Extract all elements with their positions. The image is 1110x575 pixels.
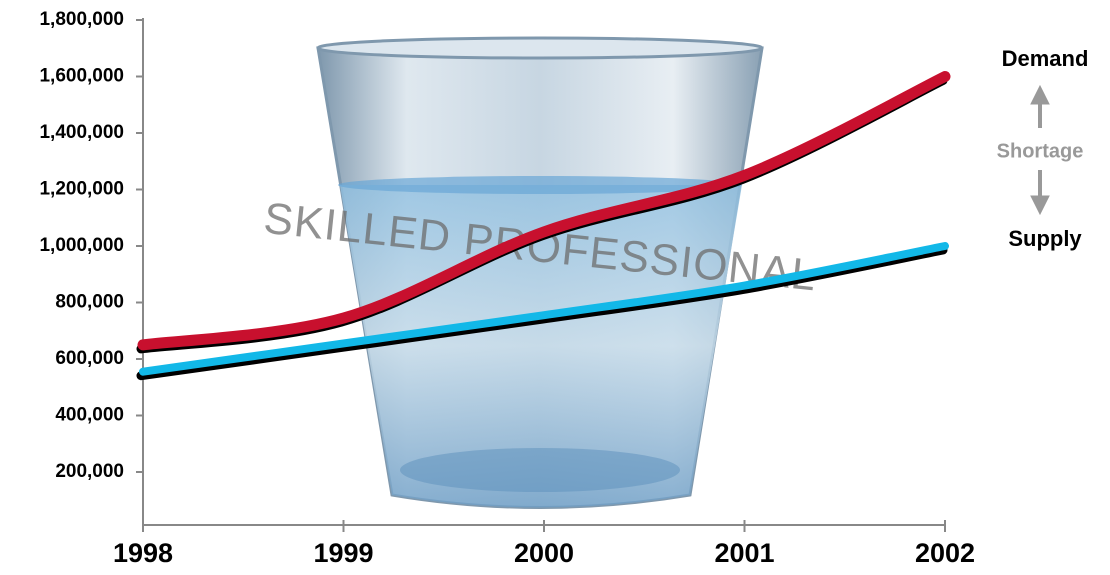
y-tick-label: 1,600,000 [39, 66, 124, 87]
series-line [139, 242, 949, 376]
y-tick-label: 1,400,000 [39, 122, 124, 143]
y-tick-label: 400,000 [55, 405, 124, 426]
y-tick-label: 600,000 [55, 348, 124, 369]
shortage-arrows [1030, 84, 1050, 216]
y-tick-label: 800,000 [55, 292, 124, 313]
y-tick-label: 1,800,000 [39, 9, 124, 30]
x-tick-label: 1998 [113, 538, 173, 568]
series-label: Demand [1002, 46, 1089, 71]
glass-illustration [316, 36, 764, 509]
x-tick-label: 1999 [313, 538, 373, 568]
x-tick-label: 2002 [915, 538, 975, 568]
y-tick-label: 200,000 [55, 461, 124, 482]
y-tick-label: 1,200,000 [39, 179, 124, 200]
annotation: Shortage [997, 140, 1084, 162]
y-tick-label: 1,000,000 [39, 235, 124, 256]
series-label: Supply [1008, 226, 1082, 251]
x-tick-label: 2001 [714, 538, 774, 568]
x-tick-label: 2000 [514, 538, 574, 568]
series-line [137, 71, 951, 351]
